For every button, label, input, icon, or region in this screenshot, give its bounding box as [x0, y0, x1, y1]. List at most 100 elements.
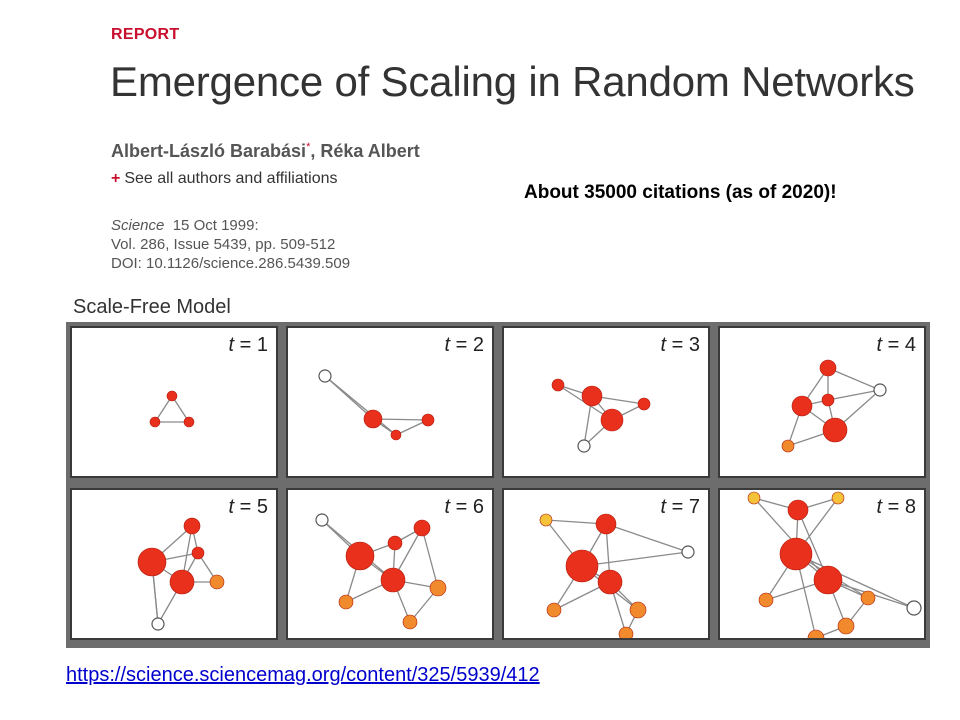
- network-panel: t = 5: [70, 488, 278, 640]
- network-node: [151, 617, 165, 631]
- time-variable: t: [876, 334, 883, 356]
- network-node: [149, 416, 161, 428]
- network-graph: [551, 378, 651, 453]
- network-edge: [605, 523, 689, 553]
- figure-title: Scale-Free Model: [73, 296, 231, 318]
- network-node: [618, 626, 634, 638]
- network-node: [831, 491, 845, 505]
- network-node: [413, 519, 431, 537]
- network-edge: [581, 551, 689, 567]
- network-node: [681, 545, 695, 559]
- time-variable: t: [660, 496, 667, 518]
- time-step-value: = 4: [882, 334, 916, 356]
- network-node: [315, 513, 329, 527]
- network-node: [169, 569, 195, 595]
- network-graph: [137, 517, 225, 631]
- network-node: [837, 617, 855, 635]
- time-step-label: t = 7: [661, 496, 700, 519]
- network-node: [822, 417, 848, 443]
- network-node: [873, 383, 887, 397]
- network-node: [581, 385, 603, 407]
- time-step-value: = 7: [666, 496, 700, 518]
- network-node: [429, 579, 447, 597]
- network-graph: [539, 513, 695, 638]
- time-step-label: t = 6: [445, 496, 484, 519]
- time-variable: t: [444, 496, 451, 518]
- network-node: [758, 592, 774, 608]
- article-title: Emergence of Scaling in Random Networks: [110, 58, 915, 105]
- network-panel: t = 8: [718, 488, 926, 640]
- time-variable: t: [228, 334, 235, 356]
- network-node: [421, 413, 435, 427]
- time-step-value: = 2: [450, 334, 484, 356]
- citations-callout: About 35000 citations (as of 2020)!: [524, 182, 837, 203]
- network-node: [600, 408, 624, 432]
- publication-date: 15 Oct 1999:: [172, 217, 259, 234]
- network-node: [791, 395, 813, 417]
- publication-info: Science 15 Oct 1999: Vol. 286, Issue 543…: [111, 216, 350, 273]
- network-panel: t = 3: [502, 326, 710, 478]
- plus-icon: +: [111, 170, 121, 187]
- time-variable: t: [876, 496, 883, 518]
- network-graph: [318, 369, 435, 441]
- doi[interactable]: DOI: 10.1126/science.286.5439.509: [111, 255, 351, 272]
- network-node: [747, 491, 761, 505]
- network-node: [318, 369, 332, 383]
- network-node: [183, 517, 201, 535]
- network-node: [402, 614, 418, 630]
- network-node: [781, 439, 795, 453]
- network-panel: t = 2: [286, 326, 494, 478]
- network-graph: [315, 513, 447, 630]
- time-step-value: = 6: [450, 496, 484, 518]
- network-node: [819, 359, 837, 377]
- network-panel: t = 7: [502, 488, 710, 640]
- network-edge: [421, 527, 439, 589]
- network-edge: [324, 375, 397, 436]
- time-step-value: = 1: [234, 334, 268, 356]
- time-step-value: = 5: [234, 496, 268, 518]
- network-node: [597, 569, 623, 595]
- authors-line: Albert-László Barabási*, Réka Albert: [111, 141, 420, 162]
- network-edge: [827, 389, 881, 401]
- network-node: [546, 602, 562, 618]
- network-node: [137, 547, 167, 577]
- network-graph: [747, 491, 922, 638]
- network-node: [539, 513, 553, 527]
- time-variable: t: [660, 334, 667, 356]
- network-node: [183, 416, 195, 428]
- network-node: [551, 378, 565, 392]
- network-node: [209, 574, 225, 590]
- network-node: [779, 537, 813, 571]
- network-node: [363, 409, 383, 429]
- network-node: [380, 567, 406, 593]
- network-node: [637, 397, 651, 411]
- network-node: [595, 513, 617, 535]
- network-node: [807, 629, 825, 638]
- author-link[interactable]: , Réka Albert: [310, 141, 420, 161]
- author-link[interactable]: Albert-László Barabási: [111, 141, 307, 161]
- network-panel: t = 4: [718, 326, 926, 478]
- network-graph: [781, 359, 887, 453]
- volume-info: Vol. 286, Issue 5439, pp. 509-512: [111, 236, 336, 253]
- network-node: [577, 439, 591, 453]
- network-panel: t = 1: [70, 326, 278, 478]
- time-step-label: t = 1: [229, 334, 268, 357]
- corresponding-mark: *: [306, 141, 311, 153]
- source-link[interactable]: https://science.sciencemag.org/content/3…: [66, 664, 540, 686]
- see-all-authors-link[interactable]: + See all authors and affiliations: [111, 170, 338, 188]
- section-label: REPORT: [111, 26, 180, 43]
- network-node: [338, 594, 354, 610]
- journal-date-line: Science 15 Oct 1999:: [111, 216, 350, 235]
- network-node: [813, 565, 843, 595]
- time-variable: t: [228, 496, 235, 518]
- network-node: [390, 429, 402, 441]
- time-step-label: t = 4: [877, 334, 916, 357]
- network-panel: t = 6: [286, 488, 494, 640]
- time-step-label: t = 8: [877, 496, 916, 519]
- network-node: [629, 601, 647, 619]
- time-step-value: = 8: [882, 496, 916, 518]
- network-edge: [795, 553, 915, 609]
- network-node: [191, 546, 205, 560]
- see-all-label: See all authors and affiliations: [124, 170, 338, 187]
